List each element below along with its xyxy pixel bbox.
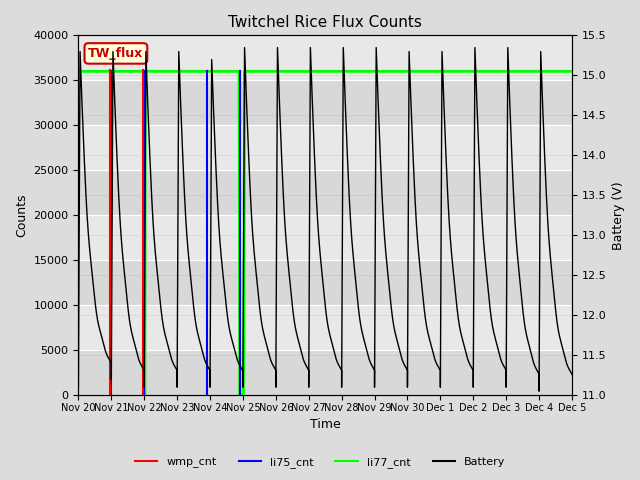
Bar — [79, 170, 572, 215]
Text: TW_flux: TW_flux — [88, 47, 143, 60]
Bar — [79, 215, 572, 260]
Title: Twitchel Rice Flux Counts: Twitchel Rice Flux Counts — [228, 15, 422, 30]
Y-axis label: Battery (V): Battery (V) — [612, 181, 625, 250]
Bar — [79, 125, 572, 170]
Bar — [79, 260, 572, 305]
Bar — [79, 80, 572, 125]
Bar — [79, 305, 572, 350]
X-axis label: Time: Time — [310, 419, 340, 432]
Bar — [79, 36, 572, 80]
Legend: wmp_cnt, li75_cnt, li77_cnt, Battery: wmp_cnt, li75_cnt, li77_cnt, Battery — [131, 452, 509, 472]
Y-axis label: Counts: Counts — [15, 193, 28, 237]
Bar — [79, 350, 572, 395]
